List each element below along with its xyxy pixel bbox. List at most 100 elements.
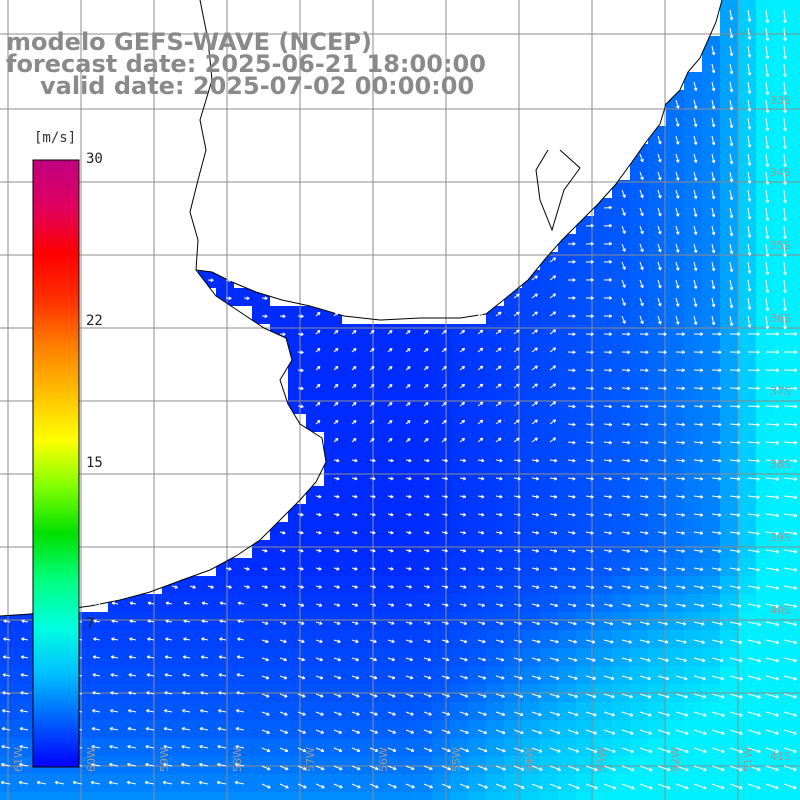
wind-arrow <box>603 693 615 699</box>
wind-arrow <box>129 637 137 641</box>
wind-arrow <box>639 639 651 644</box>
wind-arrow <box>657 404 667 409</box>
wind-arrow <box>333 530 340 535</box>
wind-arrow <box>729 458 741 463</box>
speed-cell <box>522 522 540 540</box>
speed-cell <box>234 288 252 306</box>
speed-cell <box>234 630 252 648</box>
speed-cell <box>306 756 324 774</box>
speed-cell <box>684 432 702 450</box>
wind-arrow <box>765 549 780 554</box>
wind-arrow <box>92 691 101 695</box>
speed-cell <box>792 720 800 738</box>
speed-cell <box>738 108 756 126</box>
speed-cell <box>342 432 360 450</box>
speed-cell <box>540 486 558 504</box>
wind-arrow <box>261 314 268 319</box>
wind-arrow <box>639 657 651 662</box>
wind-arrow <box>621 315 626 324</box>
wind-arrow <box>639 494 649 499</box>
speed-cell <box>126 792 144 800</box>
speed-cell <box>522 468 540 486</box>
speed-cell <box>504 774 522 792</box>
wind-arrow <box>531 347 538 353</box>
wind-arrow <box>711 81 716 92</box>
speed-cell <box>702 396 720 414</box>
wind-arrow <box>765 440 780 445</box>
speed-cell <box>774 144 792 162</box>
speed-cell <box>486 648 504 666</box>
speed-cell <box>756 288 774 306</box>
wind-arrow <box>531 401 538 407</box>
speed-cell <box>504 360 522 378</box>
wind-arrow <box>657 494 667 499</box>
wind-arrow <box>531 693 542 698</box>
wind-arrow <box>657 207 662 217</box>
speed-cell <box>612 630 630 648</box>
speed-cell <box>792 576 800 594</box>
wind-arrow <box>765 675 779 681</box>
speed-cell <box>666 162 684 180</box>
wind-arrow <box>423 548 430 553</box>
speed-cell <box>792 522 800 540</box>
wind-arrow <box>441 747 451 753</box>
wind-arrow <box>621 189 626 198</box>
wind-arrow <box>549 567 558 571</box>
wind-arrow <box>495 711 506 717</box>
wind-arrow <box>585 747 598 753</box>
speed-cell <box>18 648 36 666</box>
wind-arrow <box>459 639 468 644</box>
speed-cell <box>396 540 414 558</box>
speed-cell <box>522 378 540 396</box>
wind-arrow <box>585 657 596 662</box>
speed-cell <box>342 378 360 396</box>
wind-arrow <box>567 314 576 318</box>
wind-arrow <box>279 729 289 734</box>
wind-arrow <box>729 729 743 735</box>
wind-arrow <box>423 476 430 481</box>
speed-cell <box>576 504 594 522</box>
wind-arrow <box>585 241 594 246</box>
wind-arrow <box>585 512 594 517</box>
speed-cell <box>216 648 234 666</box>
speed-cell <box>720 486 738 504</box>
speed-cell <box>432 360 450 378</box>
speed-cell <box>576 612 594 630</box>
wind-arrow <box>333 675 342 680</box>
wind-arrow <box>747 386 760 391</box>
wind-arrow <box>621 747 634 754</box>
colorbar-tick: 22 <box>86 312 103 329</box>
wind-arrow <box>621 207 626 216</box>
wind-arrow <box>18 780 29 785</box>
speed-cell <box>738 702 756 720</box>
speed-cell <box>648 468 666 486</box>
speed-cell <box>180 702 198 720</box>
speed-cell <box>198 576 216 594</box>
speed-cell <box>576 450 594 468</box>
wind-arrow <box>603 205 612 210</box>
speed-cell <box>450 648 468 666</box>
speed-cell <box>432 342 450 360</box>
wind-arrow <box>333 458 340 463</box>
speed-cell <box>684 72 702 90</box>
speed-cell <box>396 558 414 576</box>
speed-cell <box>738 486 756 504</box>
wind-arrow <box>783 27 787 42</box>
speed-cell <box>792 126 800 144</box>
wind-arrow <box>351 401 357 407</box>
wind-arrow <box>621 476 631 481</box>
speed-cell <box>630 666 648 684</box>
speed-cell <box>702 594 720 612</box>
wind-arrow <box>657 531 667 535</box>
wind-arrow <box>315 783 325 789</box>
wind-arrow <box>315 729 325 734</box>
speed-cell <box>432 648 450 666</box>
speed-cell <box>594 432 612 450</box>
wind-arrow <box>423 765 433 771</box>
speed-cell <box>756 612 774 630</box>
speed-cell <box>630 774 648 792</box>
wind-arrow <box>147 619 155 624</box>
wind-arrow <box>783 45 787 60</box>
speed-cell <box>504 648 522 666</box>
speed-cell <box>396 756 414 774</box>
